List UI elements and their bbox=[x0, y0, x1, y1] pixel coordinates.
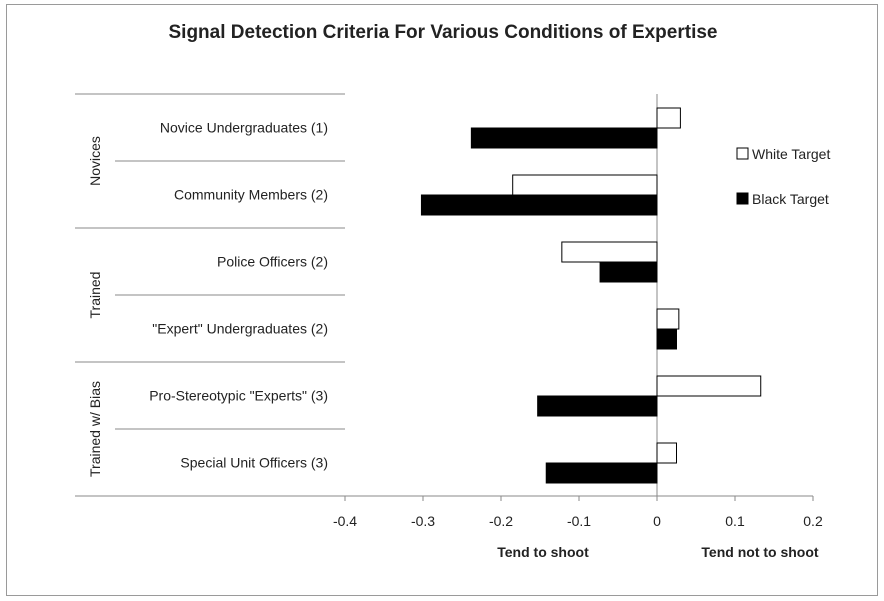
legend: White Target Black Target bbox=[736, 146, 830, 207]
bar-black-target bbox=[545, 462, 658, 484]
group-label: Novices bbox=[87, 136, 103, 186]
bar-black-target bbox=[656, 328, 677, 350]
bar-white-target bbox=[656, 375, 762, 397]
bar-white-target bbox=[656, 442, 677, 464]
bar-black-target bbox=[599, 261, 658, 283]
chart-frame bbox=[6, 4, 878, 596]
x-label-tend-to-shoot: Tend to shoot bbox=[497, 544, 589, 560]
bar-black-target bbox=[470, 127, 658, 149]
x-tick-label: -0.2 bbox=[489, 513, 513, 529]
group-label: Trained w/ Bias bbox=[87, 381, 103, 477]
x-tick-label: 0.2 bbox=[803, 513, 823, 529]
bar-black-target bbox=[420, 194, 658, 216]
bar-white-target bbox=[561, 241, 658, 263]
legend-label-black: Black Target bbox=[752, 191, 829, 207]
x-tick-label: 0 bbox=[653, 513, 661, 529]
category-label: Police Officers (2) bbox=[217, 254, 328, 270]
x-tick-label: 0.1 bbox=[725, 513, 745, 529]
chart-title: Signal Detection Criteria For Various Co… bbox=[169, 22, 718, 43]
x-tick-label: -0.3 bbox=[411, 513, 435, 529]
category-label: "Expert" Undergraduates (2) bbox=[152, 321, 328, 337]
category-label: Special Unit Officers (3) bbox=[180, 455, 328, 471]
x-tick-label: -0.4 bbox=[333, 513, 357, 529]
legend-swatch-black bbox=[736, 192, 749, 205]
x-label-tend-not-to-shoot: Tend not to shoot bbox=[701, 544, 818, 560]
bars-layer bbox=[420, 107, 762, 484]
category-label: Community Members (2) bbox=[174, 187, 328, 203]
legend-label-white: White Target bbox=[752, 146, 830, 162]
category-labels: Novice Undergraduates (1) Community Membe… bbox=[87, 120, 328, 477]
bar-white-target bbox=[656, 308, 680, 330]
legend-swatch-white bbox=[736, 147, 749, 160]
category-label: Novice Undergraduates (1) bbox=[160, 120, 328, 136]
bar-white-target bbox=[512, 174, 658, 196]
group-label: Trained bbox=[87, 272, 103, 319]
category-label: Pro-Stereotypic "Experts" (3) bbox=[149, 388, 328, 404]
x-tick-label: -0.1 bbox=[567, 513, 591, 529]
bar-white-target bbox=[656, 107, 681, 129]
axis-layer: -0.4 -0.3 -0.2 -0.1 0 0.1 0.2 bbox=[75, 93, 823, 529]
bar-black-target bbox=[537, 395, 658, 417]
